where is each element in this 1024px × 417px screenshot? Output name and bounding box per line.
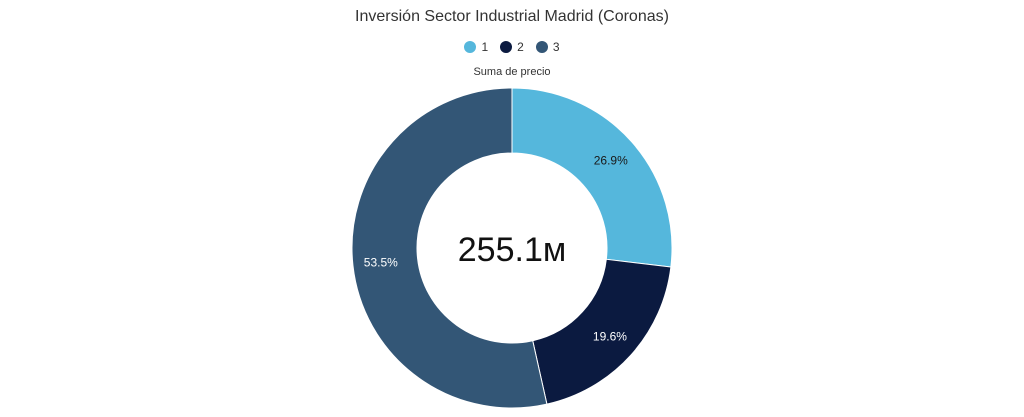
legend-item-3[interactable]: 3 (535, 40, 560, 54)
metric-label: Suma de precio (473, 66, 551, 78)
legend-item-2[interactable]: 2 (500, 40, 524, 54)
slice-label-3: 53.5% (364, 255, 398, 269)
donut-slice-3[interactable] (351, 87, 548, 409)
chart-title: Inversión Sector Industrial Madrid (Coro… (355, 8, 669, 25)
legend-item-1[interactable]: 1 (464, 40, 488, 54)
slice-label-2: 19.6% (593, 330, 627, 344)
donut-slice-labels: 26.9% 19.6% 53.5% (364, 153, 628, 343)
legend-label-3: 3 (552, 40, 560, 54)
legend-label-2: 2 (517, 40, 524, 54)
donut-slice-1[interactable] (511, 87, 673, 268)
legend-swatch-3 (535, 41, 548, 53)
legend-label-1: 1 (481, 40, 489, 54)
legend-swatch-2 (500, 41, 513, 53)
center-total: 255.1м (458, 231, 566, 269)
slice-label-1: 26.9% (594, 153, 628, 167)
legend-swatch-1 (464, 41, 477, 53)
legend: 1 2 3 (0, 40, 1024, 54)
donut-slices (351, 87, 673, 409)
